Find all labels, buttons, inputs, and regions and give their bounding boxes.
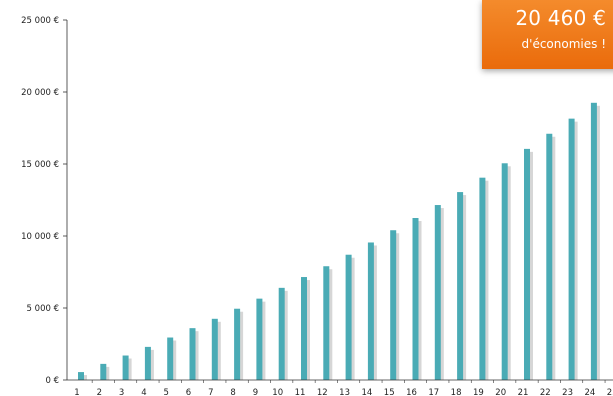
- savings-amount: 20 460 €: [515, 6, 606, 30]
- bars: [78, 102, 597, 381]
- x-tick-label: 5: [163, 388, 168, 396]
- x-tick-label: 15: [384, 388, 395, 396]
- bar: [323, 266, 330, 380]
- bar: [301, 277, 307, 380]
- x-tick-label: 6: [186, 388, 191, 396]
- bar: [568, 118, 575, 380]
- bar: [345, 254, 352, 380]
- savings-caption: d'économies !: [521, 37, 606, 51]
- bar: [457, 192, 464, 380]
- bar: [167, 337, 174, 380]
- y-tick-label: 10 000 €: [21, 232, 59, 242]
- bar: [479, 177, 486, 380]
- bar: [211, 318, 218, 380]
- bar: [390, 230, 397, 380]
- bar: [144, 346, 151, 380]
- bar: [122, 355, 129, 380]
- bar: [278, 287, 285, 380]
- x-tick-label: 13: [339, 388, 350, 396]
- bar: [189, 328, 196, 380]
- bar: [412, 218, 419, 380]
- x-tick-label: 7: [208, 388, 213, 396]
- bar: [256, 298, 263, 380]
- x-tick-label: 22: [540, 388, 551, 396]
- x-tick-label: 10: [272, 388, 283, 396]
- x-tick-label: 9: [253, 388, 258, 396]
- bar: [501, 163, 508, 380]
- bar: [546, 133, 553, 380]
- y-tick-label: 25 000 €: [21, 16, 59, 26]
- x-tick-label: 16: [406, 388, 417, 396]
- x-tick-label: 23: [562, 388, 573, 396]
- savings-callout: 20 460 € d'économies !: [482, 0, 613, 69]
- x-tick-label: 17: [428, 388, 439, 396]
- x-tick-label: 14: [361, 388, 372, 396]
- bar: [367, 242, 374, 380]
- x-tick-label: 3: [119, 388, 124, 396]
- x-tick-label: 18: [451, 388, 462, 396]
- bar: [434, 205, 441, 380]
- x-tick-label: 1: [74, 388, 79, 396]
- x-tick-label: 4: [141, 388, 146, 396]
- bar: [590, 102, 597, 381]
- y-tick-label: 0 €: [45, 376, 59, 386]
- y-tick-label: 5 000 €: [27, 304, 59, 314]
- x-tick-label: 11: [295, 388, 306, 396]
- bar: [100, 363, 107, 380]
- x-tick-label: 2: [97, 388, 102, 396]
- y-tick-label: 20 000 €: [21, 88, 59, 98]
- y-tick-label: 15 000 €: [21, 160, 59, 170]
- x-tick-label: 12: [317, 388, 328, 396]
- bar: [234, 308, 241, 380]
- bar: [78, 372, 84, 380]
- bar: [524, 148, 530, 380]
- x-axis: 1 2 3 4 5 6 7 8 9 10 11 12 13 14 15 16 17 18 19 20 21 22 23 24 2…: [67, 379, 613, 396]
- x-tick-label: 24: [584, 388, 595, 396]
- x-tick-label: 21: [518, 388, 529, 396]
- x-tick-label: 25: [607, 388, 613, 396]
- x-tick-label: 19: [473, 388, 484, 396]
- x-tick-label: 8: [230, 388, 235, 396]
- x-tick-label: 20: [495, 388, 506, 396]
- y-axis: 0 € 5 000 € 10 000 € 15 000 € 20 000 € 25 000…: [21, 16, 68, 386]
